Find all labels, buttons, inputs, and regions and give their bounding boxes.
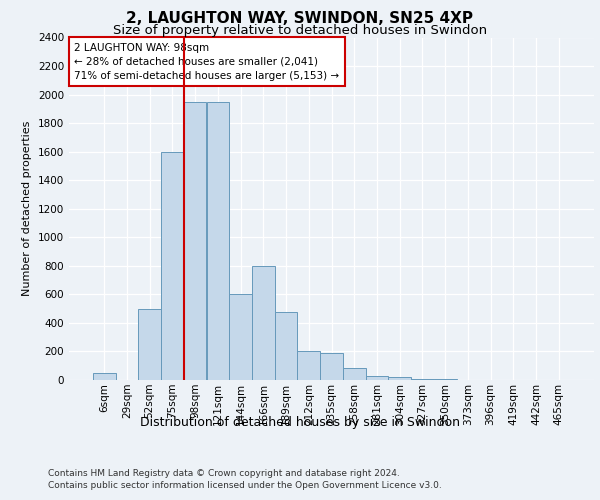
Bar bbox=[139, 308, 161, 380]
Bar bbox=[411, 378, 434, 380]
Bar bbox=[275, 312, 298, 380]
Text: 2 LAUGHTON WAY: 98sqm
← 28% of detached houses are smaller (2,041)
71% of semi-d: 2 LAUGHTON WAY: 98sqm ← 28% of detached … bbox=[74, 42, 340, 80]
Text: Size of property relative to detached houses in Swindon: Size of property relative to detached ho… bbox=[113, 24, 487, 37]
Text: Contains HM Land Registry data © Crown copyright and database right 2024.: Contains HM Land Registry data © Crown c… bbox=[48, 469, 400, 478]
Bar bbox=[320, 353, 343, 380]
Bar bbox=[343, 368, 365, 380]
Text: Distribution of detached houses by size in Swindon: Distribution of detached houses by size … bbox=[140, 416, 460, 429]
Bar bbox=[252, 266, 275, 380]
Bar bbox=[206, 102, 229, 380]
Bar bbox=[93, 373, 116, 380]
Bar bbox=[229, 294, 252, 380]
Bar bbox=[365, 376, 388, 380]
Bar bbox=[298, 352, 320, 380]
Bar bbox=[184, 102, 206, 380]
Y-axis label: Number of detached properties: Number of detached properties bbox=[22, 121, 32, 296]
Bar bbox=[161, 152, 184, 380]
Text: 2, LAUGHTON WAY, SWINDON, SN25 4XP: 2, LAUGHTON WAY, SWINDON, SN25 4XP bbox=[127, 11, 473, 26]
Text: Contains public sector information licensed under the Open Government Licence v3: Contains public sector information licen… bbox=[48, 480, 442, 490]
Bar bbox=[388, 377, 411, 380]
